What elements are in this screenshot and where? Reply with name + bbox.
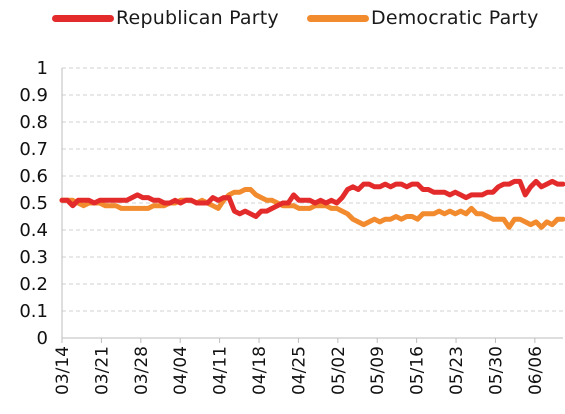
x-tick-label: 04/11 xyxy=(211,346,231,395)
y-tick-label: 0.7 xyxy=(19,139,48,160)
x-tick-label: 05/16 xyxy=(408,346,428,395)
legend-swatch-republican xyxy=(52,14,114,22)
legend-label-democratic: Democratic Party xyxy=(371,7,539,29)
series-line-republican xyxy=(59,178,565,219)
y-tick-label: 0.1 xyxy=(19,301,48,322)
x-tick-label: 05/30 xyxy=(486,346,506,395)
x-tick-label: 03/28 xyxy=(132,346,152,395)
series-line-democratic xyxy=(59,187,565,230)
legend-swatch-democratic xyxy=(307,14,369,22)
legend: Republican Party Democratic Party xyxy=(0,4,565,32)
x-tick-label: 05/23 xyxy=(447,346,467,395)
x-tick-label: 04/25 xyxy=(289,346,309,395)
y-tick-label: 1 xyxy=(37,58,48,79)
y-tick-label: 0.9 xyxy=(19,85,48,106)
y-tick-label: 0.8 xyxy=(19,112,48,133)
legend-label-republican: Republican Party xyxy=(116,7,279,29)
x-tick-label: 03/21 xyxy=(92,346,112,395)
y-tick-labels: 0 0.1 0.2 0.3 0.4 0.5 0.6 0.7 0.8 0.9 1 xyxy=(19,58,48,349)
y-tick-label: 0 xyxy=(37,328,48,349)
x-tick-label: 04/18 xyxy=(250,346,270,395)
x-tick-label: 05/09 xyxy=(368,346,388,395)
x-tick-label: 04/04 xyxy=(171,346,191,395)
legend-item-democratic: Democratic Party xyxy=(307,4,539,32)
x-tick-label: 06/06 xyxy=(526,346,546,395)
y-tick-label: 0.3 xyxy=(19,247,48,268)
gridlines xyxy=(62,67,563,312)
x-tick-labels: 03/14 03/21 03/28 04/04 04/11 04/18 04/25 05/02… xyxy=(53,338,546,395)
x-tick-label: 03/14 xyxy=(53,346,73,395)
y-tick-label: 0.2 xyxy=(19,274,48,295)
x-tick-label: 05/02 xyxy=(329,346,349,395)
y-tick-label: 0.6 xyxy=(19,166,48,187)
legend-item-republican: Republican Party xyxy=(52,4,279,32)
y-tick-label: 0.5 xyxy=(19,193,48,214)
y-tick-label: 0.4 xyxy=(19,220,48,241)
series-lines xyxy=(59,178,565,230)
axes xyxy=(61,68,563,339)
